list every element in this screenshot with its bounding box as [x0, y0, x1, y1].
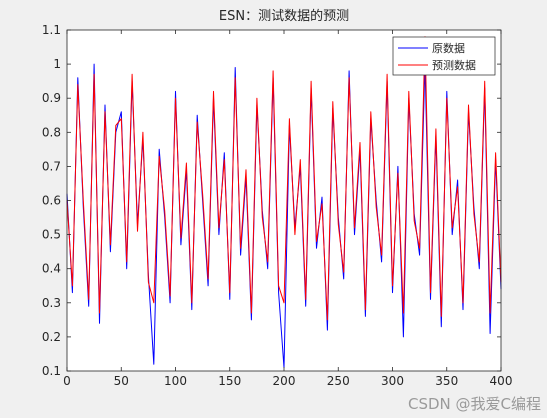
legend-box [392, 36, 496, 76]
y-tick-label: 0.9 [42, 91, 61, 105]
y-tick-label: 0.3 [42, 296, 61, 310]
y-tick-label: 1 [53, 57, 61, 71]
y-tick-label: 0.8 [42, 125, 61, 139]
y-tick-label: 0.5 [42, 228, 61, 242]
chart-title: ESN：测试数据的预测 [219, 8, 349, 24]
x-axis: 0 50 100 150 200 250 300 350 400 [63, 30, 512, 388]
x-tick-label: 250 [327, 374, 350, 388]
legend-label-original: 原数据 [432, 41, 465, 55]
series-line-predicted [66, 36, 502, 321]
legend: 原数据 预测数据 [392, 36, 496, 76]
y-tick-label: 0.7 [42, 159, 61, 173]
x-tick-label: 400 [490, 374, 513, 388]
x-tick-label: 50 [114, 374, 129, 388]
x-tick-label: 300 [381, 374, 404, 388]
y-tick-label: 0.1 [42, 364, 61, 378]
x-tick-label: 150 [218, 374, 241, 388]
watermark: CSDN @我爱C编程 [407, 395, 541, 413]
y-tick-label: 0.4 [42, 262, 61, 276]
y-axis: 0.1 0.2 0.3 0.4 0.5 0.6 0.7 0.8 0.9 1 1.1 [42, 23, 501, 378]
x-tick-label: 100 [164, 374, 187, 388]
x-tick-label: 350 [435, 374, 458, 388]
y-tick-label: 0.2 [42, 330, 61, 344]
x-tick-label: 200 [273, 374, 296, 388]
y-tick-label: 0.6 [42, 194, 61, 208]
y-tick-label: 1.1 [42, 23, 61, 37]
x-tick-label: 0 [63, 374, 71, 388]
legend-label-predicted: 预测数据 [432, 58, 476, 72]
